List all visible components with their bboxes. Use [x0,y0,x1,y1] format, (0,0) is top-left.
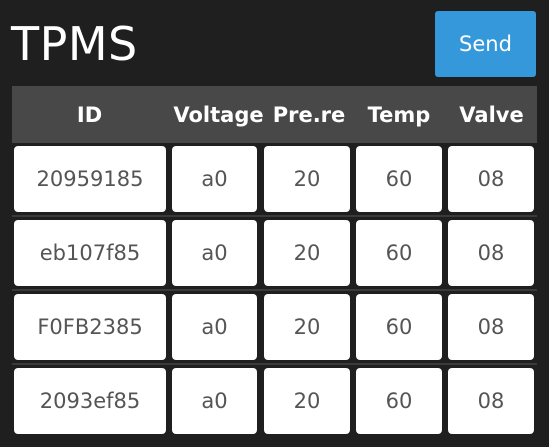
cell-valve[interactable]: 08 [448,220,534,286]
cell-id[interactable]: 2093ef85 [14,368,166,434]
cell-temp[interactable]: 60 [356,220,442,286]
table-row: 20959185 a0 20 60 08 [12,146,537,216]
cell-valve[interactable]: 08 [448,294,534,360]
table-row: eb107f85 a0 20 60 08 [12,220,537,290]
cell-valve[interactable]: 08 [448,368,534,434]
row-divider [12,215,537,217]
cell-voltage[interactable]: a0 [172,368,257,434]
column-header-id: ID [76,102,103,127]
column-header-pressure: Pre.re [272,102,346,127]
table-row: F0FB2385 a0 20 60 08 [12,294,537,364]
cell-id[interactable]: 20959185 [14,146,166,212]
row-divider [12,289,537,291]
cell-voltage[interactable]: a0 [172,220,257,286]
cell-pressure[interactable]: 20 [264,220,350,286]
cell-temp[interactable]: 60 [356,368,442,434]
cell-id[interactable]: eb107f85 [14,220,166,286]
cell-id[interactable]: F0FB2385 [14,294,166,360]
column-header-temp: Temp [367,102,431,127]
cell-valve[interactable]: 08 [448,146,534,212]
cell-temp[interactable]: 60 [356,146,442,212]
column-header-valve: Valve [459,102,524,127]
table-header: ID Voltage Pre.re Temp Valve [12,86,537,143]
cell-pressure[interactable]: 20 [264,294,350,360]
cell-voltage[interactable]: a0 [172,294,257,360]
app-title: TPMS [11,17,138,71]
cell-voltage[interactable]: a0 [172,146,257,212]
cell-pressure[interactable]: 20 [264,368,350,434]
send-button[interactable]: Send [435,11,536,77]
tpms-table: ID Voltage Pre.re Temp Valve 20959185 a0… [12,86,537,437]
column-header-voltage: Voltage [173,102,264,127]
table-row: 2093ef85 a0 20 60 08 [12,368,537,438]
cell-temp[interactable]: 60 [356,294,442,360]
cell-pressure[interactable]: 20 [264,146,350,212]
row-divider [12,363,537,365]
